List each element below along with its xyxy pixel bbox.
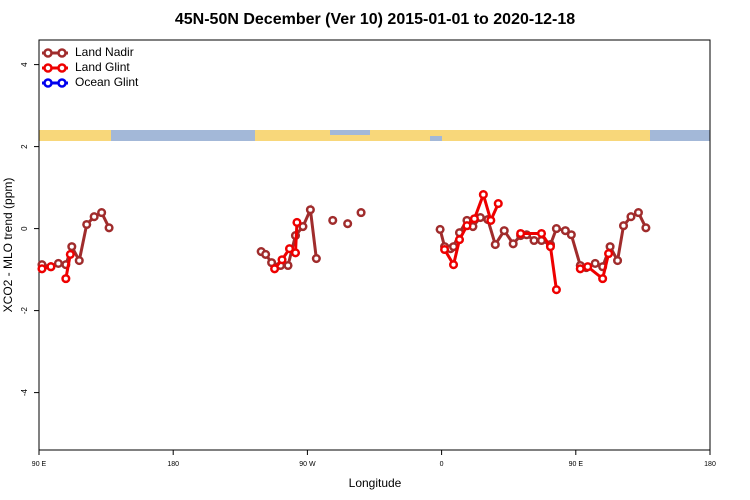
data-point	[583, 262, 593, 272]
x-tick-label: 180	[167, 461, 179, 468]
x-tick-label: 90 E	[569, 461, 584, 468]
data-point	[454, 235, 465, 245]
data-point	[89, 212, 99, 222]
data-point	[46, 262, 56, 272]
data-point	[566, 230, 576, 240]
data-point	[551, 285, 561, 295]
data-point	[53, 258, 63, 269]
data-point	[529, 235, 539, 246]
legend-marker	[43, 78, 53, 88]
data-point	[486, 215, 496, 225]
data-point	[560, 226, 570, 236]
data-point	[61, 274, 71, 284]
data-point	[74, 256, 84, 266]
data-point	[292, 217, 302, 227]
plot-frame	[38, 39, 711, 451]
data-point	[261, 249, 271, 259]
data-point	[283, 260, 293, 271]
data-point	[536, 228, 547, 239]
data-point	[435, 224, 445, 234]
data-point	[551, 224, 561, 234]
data-point	[305, 205, 315, 215]
map-strip	[39, 130, 710, 141]
x-axis-label: Longitude	[349, 476, 402, 490]
data-point	[448, 260, 459, 270]
y-tick-label: 0	[20, 226, 29, 231]
data-point	[490, 240, 500, 250]
legend-label: Land Nadir	[75, 45, 134, 59]
data-point	[328, 215, 338, 225]
data-point	[516, 228, 526, 239]
data-point	[575, 264, 585, 274]
data-point	[598, 274, 608, 284]
data-point	[633, 208, 643, 218]
y-tick-label: 2	[20, 144, 29, 149]
data-point	[65, 249, 75, 259]
data-point	[462, 221, 472, 231]
legend-marker	[57, 48, 67, 58]
data-point	[604, 249, 614, 259]
data-point	[270, 264, 280, 274]
legend-label: Land Glint	[75, 60, 130, 74]
data-point	[478, 190, 488, 200]
data-point	[356, 208, 366, 218]
data-point	[97, 208, 107, 218]
data-point	[545, 242, 556, 252]
data-point	[605, 242, 615, 252]
data-point	[37, 264, 47, 274]
legend-marker	[57, 63, 67, 73]
chart-title: 45N-50N December (Ver 10) 2015-01-01 to …	[175, 11, 575, 28]
y-tick-label: 4	[20, 62, 29, 67]
x-tick-label: 90 W	[299, 461, 316, 468]
data-point	[284, 244, 295, 254]
data-point	[67, 242, 77, 252]
x-tick-label: 0	[440, 461, 444, 468]
data-point	[626, 212, 636, 222]
data-point	[440, 244, 450, 255]
y-tick-label: -4	[20, 388, 29, 396]
data-point	[298, 222, 308, 232]
data-point	[493, 199, 503, 209]
data-point	[618, 221, 629, 231]
data-point	[290, 248, 301, 258]
data-point	[469, 214, 479, 224]
series-line	[41, 204, 648, 270]
x-tick-label: 90 E	[32, 461, 47, 468]
data-point	[613, 256, 623, 266]
data-point	[508, 239, 518, 249]
data-point	[311, 253, 321, 264]
data-point	[343, 219, 353, 229]
data-point	[590, 258, 600, 269]
legend-marker	[43, 63, 53, 73]
data-point	[499, 226, 509, 236]
data-point	[277, 255, 287, 265]
x-tick-label: 180	[704, 461, 716, 468]
series-line	[41, 189, 611, 290]
y-axis-label: XCO2 - MLO trend (ppm)	[1, 178, 15, 313]
data-point	[82, 219, 92, 230]
data-point	[641, 223, 651, 233]
legend-label: Ocean Glint	[75, 75, 139, 89]
data-point	[104, 223, 114, 233]
legend-marker	[43, 48, 53, 58]
y-tick-label: -2	[20, 306, 29, 314]
legend-marker	[57, 78, 67, 88]
